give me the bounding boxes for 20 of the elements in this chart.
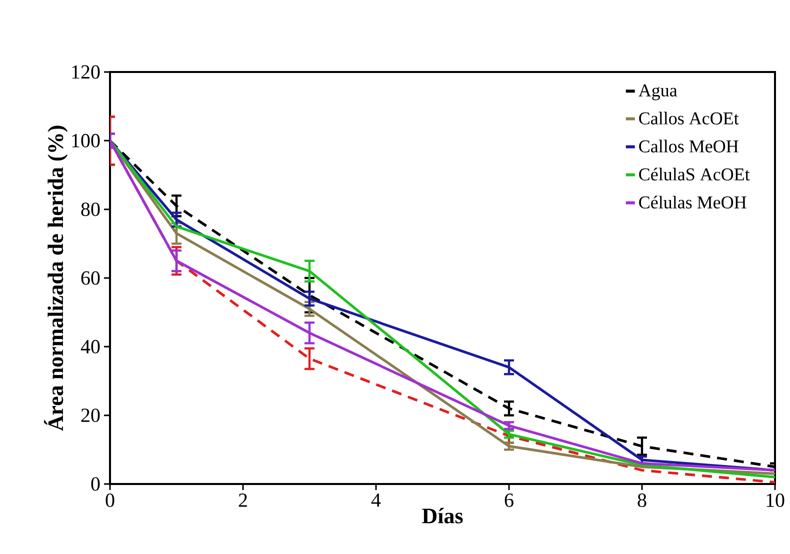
x-tick-label: 8: [638, 494, 646, 508]
y-tick-label: 60: [81, 271, 100, 285]
y-tick-label: 40: [80, 340, 100, 354]
y-tick-label: 80: [81, 202, 100, 216]
y-axis-title: Área normalizada de herida (%): [44, 126, 68, 431]
legend-label: Agua: [638, 84, 678, 100]
x-tick-label: 2: [238, 494, 247, 507]
x-tick-label: 0: [106, 494, 114, 508]
y-tick-label: 20: [81, 408, 100, 422]
x-axis-title: Días: [422, 508, 463, 524]
legend-label: Células MeOH: [639, 196, 746, 208]
x-tick-label: 6: [504, 494, 514, 507]
y-tick-label: 0: [91, 477, 100, 491]
x-tick-label: 4: [371, 494, 381, 507]
legend-label: Callos AcOEt: [639, 112, 739, 124]
x-tick-label: 10: [766, 494, 784, 508]
legend-label: CélulaS AcOEt: [639, 168, 750, 180]
y-tick-label: 120: [72, 65, 100, 79]
y-tick-label: 100: [72, 134, 100, 148]
legend-label: Callos MeOH: [639, 140, 738, 152]
